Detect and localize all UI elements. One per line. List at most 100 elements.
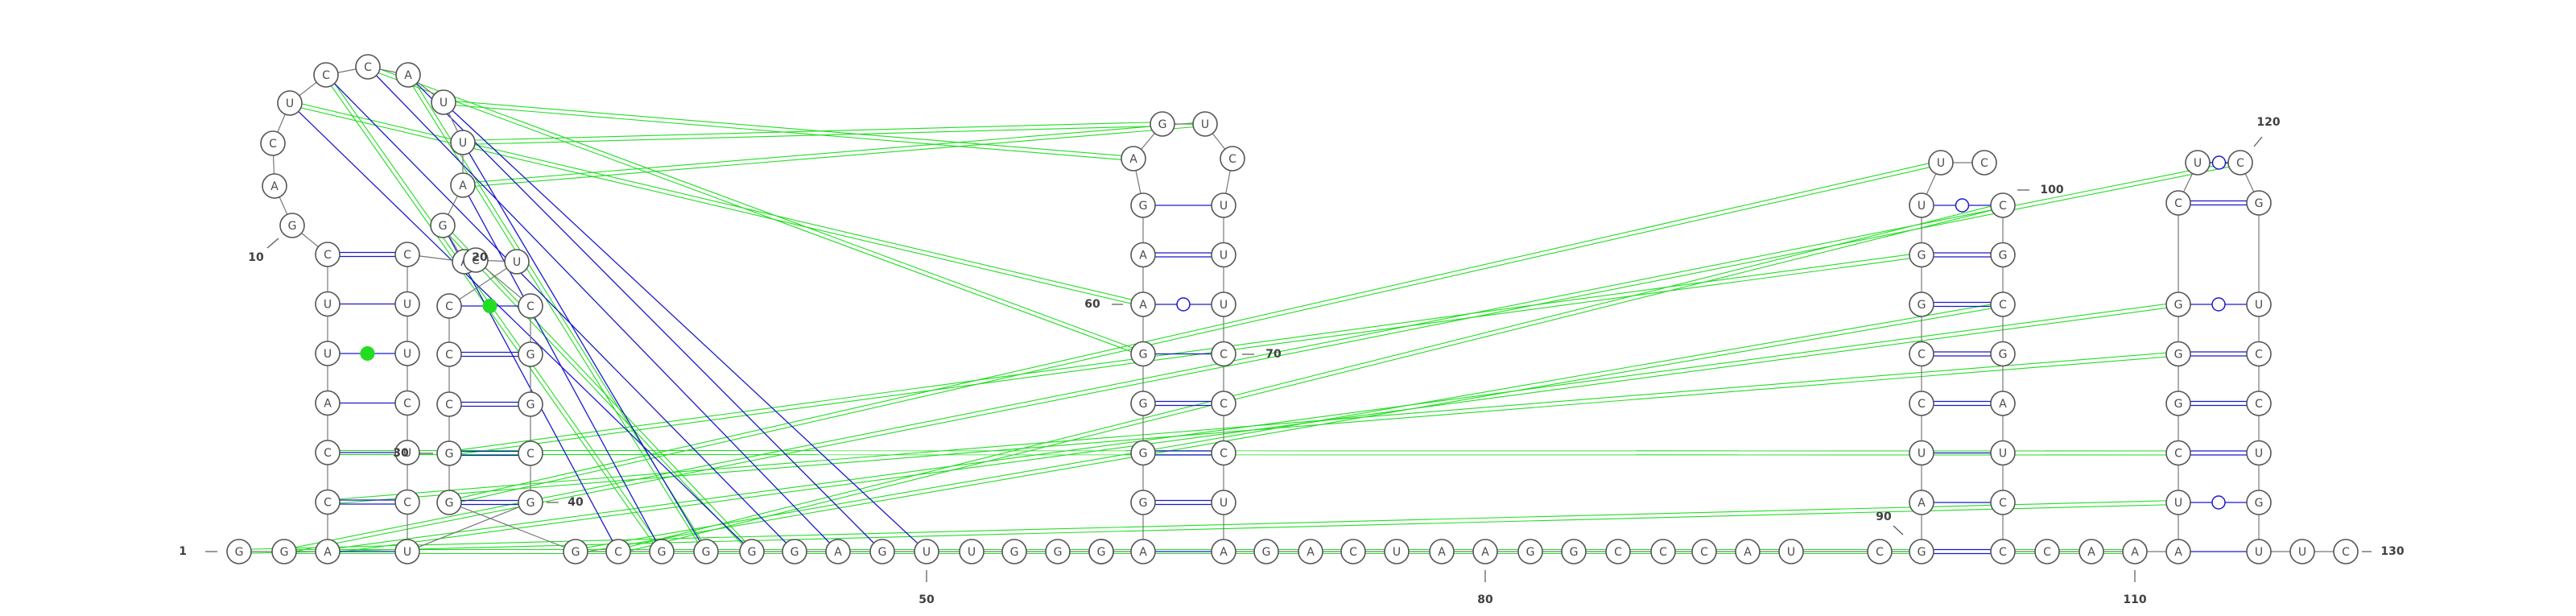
tertiary-green-link: [283, 160, 2240, 551]
nucleotide-82: G: [1517, 539, 1543, 564]
tertiary-green-link: [290, 101, 1144, 304]
nucleotide-letter: G: [288, 220, 297, 233]
tertiary-green-link: [462, 121, 1162, 142]
nucleotide-letter: C: [403, 249, 411, 262]
nucleotide-letter: A: [1481, 546, 1489, 559]
nucleotide-letter: U: [1393, 546, 1401, 559]
nucleotide-letter: G: [1097, 546, 1106, 559]
nucleotide-129: U: [2289, 539, 2315, 564]
nucleotide-125: C: [2246, 391, 2272, 416]
nucleotide-63: G: [1130, 192, 1156, 218]
tertiary-green-link: [448, 160, 1941, 502]
nucleotides: G G A C C A U U C G A C U C C A U U A G A C U U C U C U G C G G C C U C C C G G…: [226, 54, 2359, 564]
nucleotide-letter: G: [1139, 497, 1148, 510]
base-pairs: [328, 155, 2259, 555]
nucleotide-letter: C: [269, 138, 277, 151]
nucleotide-51: G: [1001, 539, 1027, 564]
nucleotide-letter: C: [2236, 157, 2244, 170]
nucleotide-113: A: [2165, 539, 2191, 564]
nucleotide-122: G: [2246, 190, 2272, 216]
nucleotide-105: G: [1990, 341, 2016, 367]
nucleotide-letter: G: [1918, 546, 1926, 559]
nucleotide-letter: G: [702, 546, 711, 559]
nucleotide-letter: C: [445, 399, 453, 411]
nucleotide-98: U: [1928, 150, 1954, 176]
nucleotide-40: G: [436, 490, 462, 515]
nucleotide-letter: U: [2174, 497, 2182, 510]
nucleotide-114: U: [2165, 490, 2191, 515]
nucleotide-letter: U: [324, 348, 332, 361]
nucleotide-letter: U: [1220, 299, 1228, 312]
nucleotide-letter: A: [324, 398, 332, 411]
nucleotide-14: C: [313, 62, 339, 88]
nucleotide-83: G: [1561, 539, 1587, 564]
tertiary-blue-link: [325, 74, 795, 552]
nucleotide-letter: C: [1999, 299, 2007, 312]
nucleotide-letter: C: [2043, 546, 2051, 559]
nucleotide-letter: U: [1220, 200, 1228, 213]
nucleotide-20: G: [430, 213, 456, 238]
nucleotide-72: C: [1211, 391, 1236, 416]
nucleotide-121: C: [2227, 150, 2253, 176]
nucleotide-36: C: [436, 293, 462, 319]
nucleotide-letter: C: [324, 497, 332, 510]
position-label-10: 10: [248, 251, 264, 264]
nucleotide-letter: U: [2255, 448, 2263, 461]
nucleotide-letter: G: [2174, 299, 2183, 312]
position-label-80: 80: [1477, 593, 1493, 606]
nucleotide-letter: A: [324, 546, 332, 559]
tertiary-blue-link: [407, 74, 883, 552]
nucleotide-22: C: [394, 242, 420, 267]
tertiary-blue-interactions: [289, 66, 927, 552]
nucleotide-letter: G: [1918, 299, 1926, 312]
nucleotide-letter: A: [834, 546, 842, 559]
nucleotide-28: U: [394, 539, 420, 564]
nucleotide-letter: G: [1918, 250, 1926, 263]
nucleotide-letter: C: [2174, 197, 2182, 210]
nucleotide-32: G: [518, 341, 543, 367]
nucleotide-39: G: [436, 440, 462, 466]
nucleotide-69: U: [1211, 242, 1236, 268]
nucleotide-letter: U: [513, 256, 521, 269]
nucleotide-108: C: [1990, 490, 2016, 515]
position-label-100: 100: [2040, 184, 2063, 196]
nucleotide-letter: G: [526, 399, 535, 411]
tertiary-green-link: [575, 301, 2003, 551]
tertiary-green-link: [576, 305, 2004, 555]
nucleotide-letter: C: [1999, 546, 2007, 559]
nucleotide-letter: G: [1570, 546, 1579, 559]
nucleotide-letter: G: [1054, 546, 1063, 559]
nucleotide-87: A: [1735, 539, 1761, 564]
nucleotide-letter: U: [2255, 546, 2263, 559]
nucleotide-letter: G: [235, 546, 244, 559]
nucleotide-79: U: [1384, 539, 1410, 564]
nucleotide-56: A: [1130, 539, 1156, 564]
nucleotide-33: C: [518, 293, 543, 319]
nucleotide-letter: G: [1999, 349, 2008, 362]
nucleotide-letter: U: [1220, 497, 1228, 510]
nucleotide-9: C: [315, 242, 341, 267]
nucleotide-letter: U: [403, 348, 411, 361]
nucleotide-46: G: [782, 539, 807, 564]
nucleotide-58: G: [1130, 440, 1156, 466]
wobble-pair-marker: [2211, 495, 2226, 510]
nucleotide-letter: G: [658, 546, 667, 559]
nucleotide-letter: C: [1220, 398, 1228, 411]
position-tick: [1893, 525, 1904, 535]
nucleotide-letter: C: [1999, 200, 2007, 213]
nucleotide-109: C: [1990, 539, 2016, 564]
nucleotide-letter: C: [364, 61, 372, 74]
nucleotide-31: G: [518, 391, 543, 417]
nucleotide-41: G: [563, 539, 588, 564]
nucleotide-letter: A: [1129, 153, 1137, 166]
tertiary-blue-link: [367, 66, 839, 552]
nucleotide-letter: C: [1220, 349, 1228, 362]
position-label-60: 60: [1084, 298, 1100, 311]
nucleotide-102: C: [1990, 192, 2016, 218]
nucleotide-letter: A: [459, 180, 467, 192]
nucleotide-letter: C: [1876, 546, 1884, 559]
nucleotide-111: A: [2079, 539, 2104, 564]
backbone: [239, 66, 2346, 552]
nucleotide-93: C: [1909, 391, 1934, 416]
nucleotide-letter: C: [1659, 546, 1667, 559]
